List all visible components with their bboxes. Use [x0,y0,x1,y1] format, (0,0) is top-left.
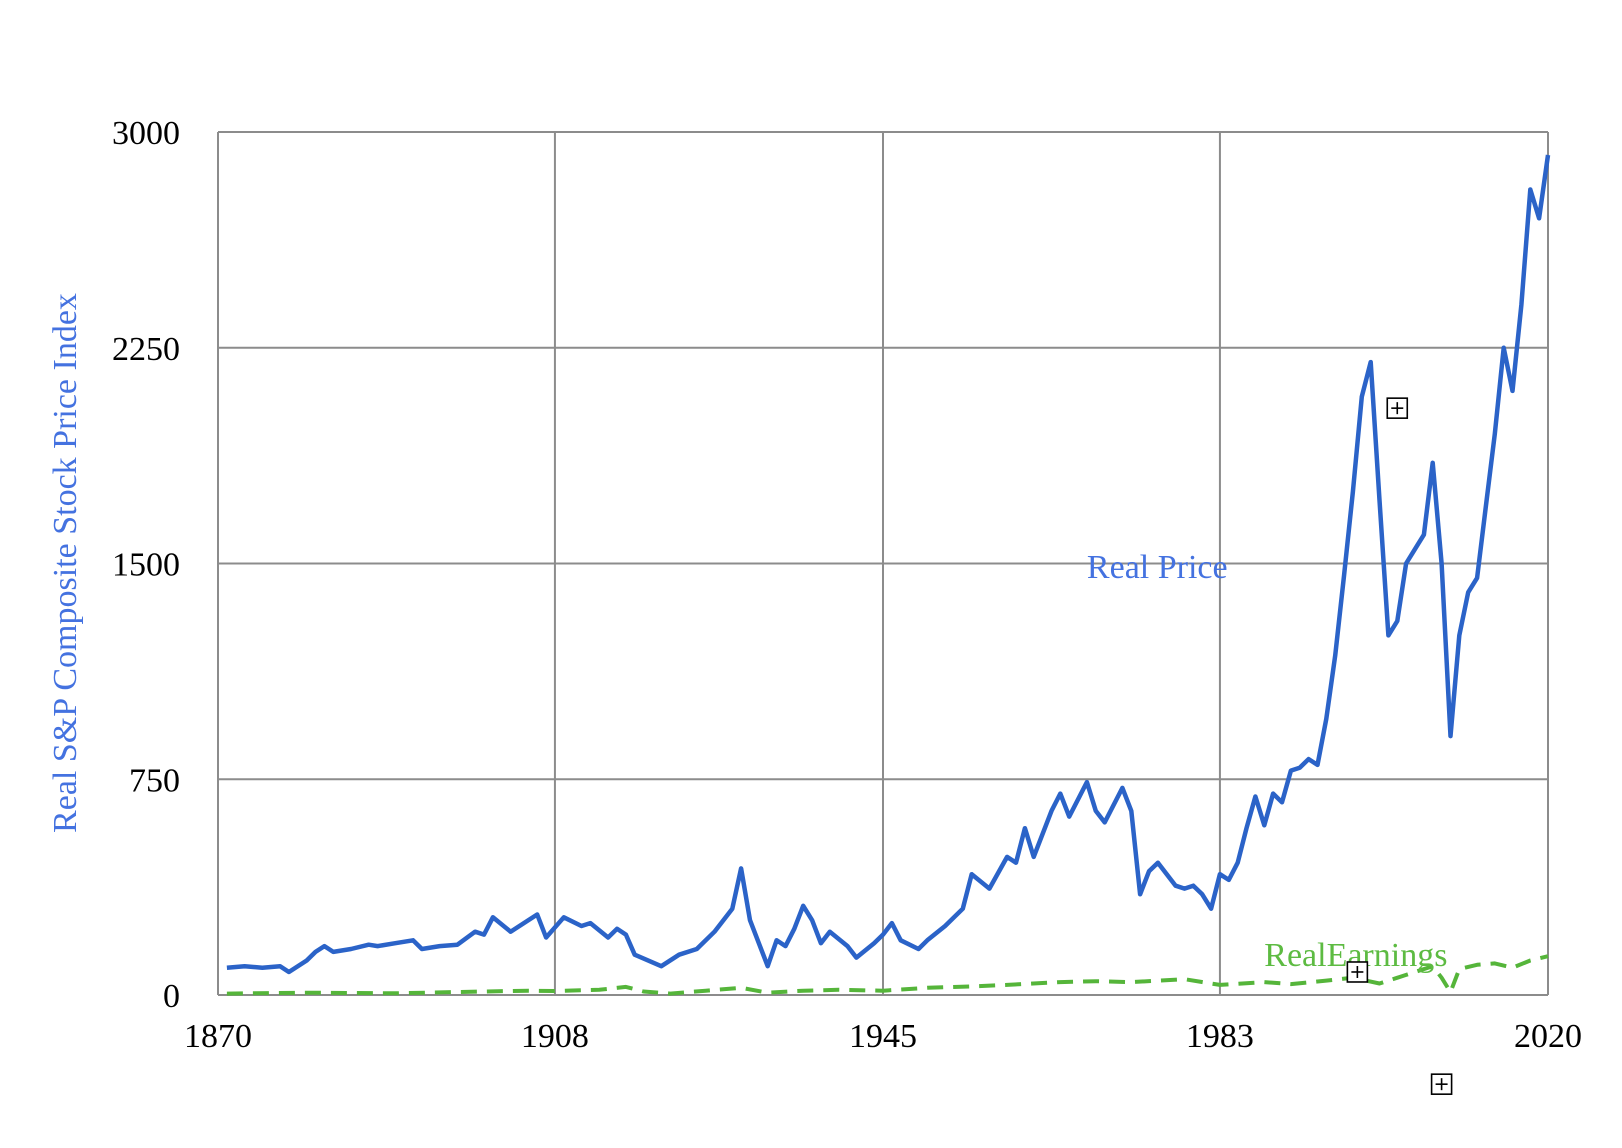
y-tick-label: 750 [129,762,180,799]
real-price-label: Real Price [1087,549,1228,586]
y-axis-label: Real S&P Composite Stock Price Index [47,293,84,833]
realearnings-line [226,954,1549,996]
x-tick-label: 2020 [1514,1018,1582,1055]
point-marker-icon [1386,397,1409,419]
tick-labels: 1870 1908 1945 1983 2020 0 750 1500 2250 3000 Real… [112,115,1582,1055]
y-tick-label: 0 [163,978,180,1015]
y-tick-label: 1500 [112,547,180,584]
x-tick-label: 1983 [1186,1018,1254,1055]
x-tick-label: 1945 [849,1018,917,1055]
y-tick-label: 3000 [112,115,180,152]
x-tick-label: 1908 [521,1018,589,1055]
y-tick-label: 2250 [112,331,180,368]
grid-lines [217,131,1549,996]
point-markers [1346,397,1453,1095]
point-marker-icon [1430,1073,1453,1095]
real-price-line [226,154,1551,975]
series-lines [226,154,1551,996]
point-marker-icon [1346,961,1369,983]
x-tick-label: 1870 [184,1018,252,1055]
